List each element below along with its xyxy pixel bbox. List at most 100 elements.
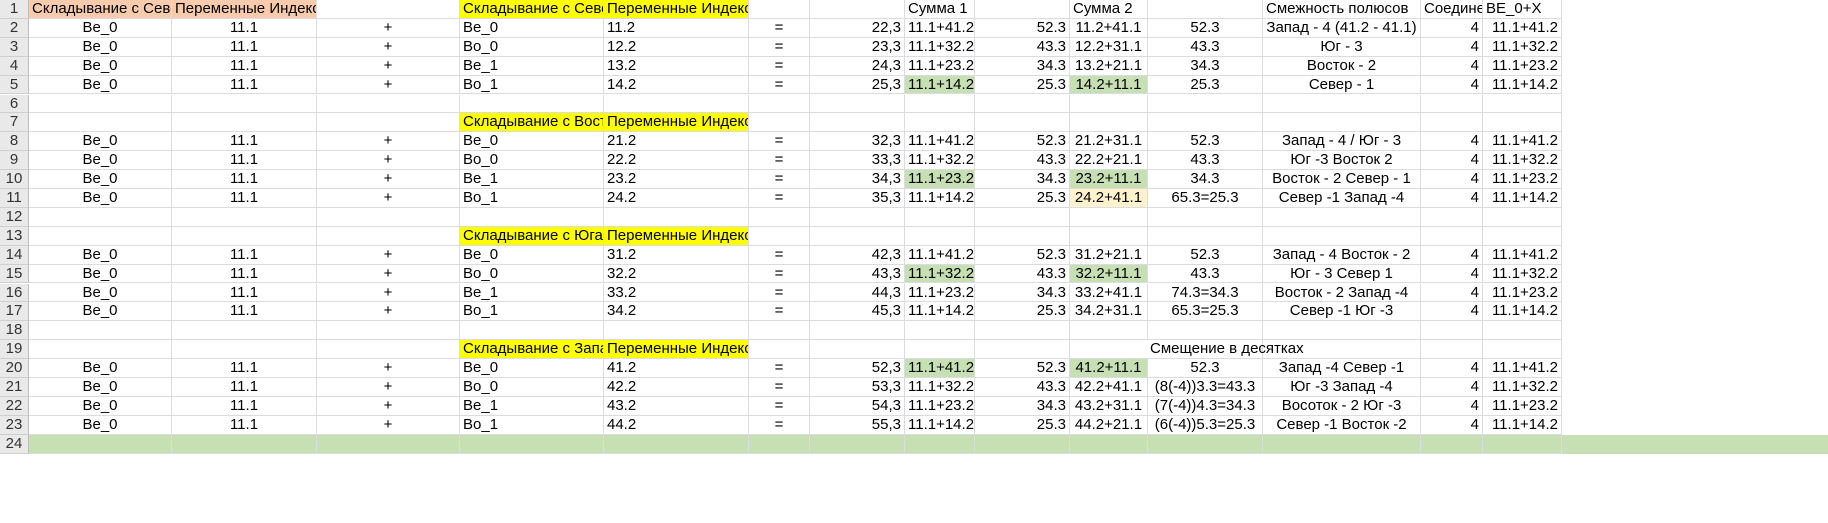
cell-e15[interactable]: 32.2 xyxy=(604,264,749,284)
cell-h17[interactable]: 11.1+14.2 xyxy=(905,302,975,322)
cell-l10[interactable]: Восток - 2 Север - 1 xyxy=(1263,170,1421,189)
cell-e19[interactable]: Переменные Индекс xyxy=(604,340,749,360)
row-number[interactable]: 23 xyxy=(0,415,29,435)
cell-empty[interactable] xyxy=(317,113,460,133)
cell-l15[interactable]: Юг - 3 Север 1 xyxy=(1263,264,1421,284)
cell-l16[interactable]: Восток - 2 Запад -4 xyxy=(1263,283,1421,303)
cell-empty[interactable] xyxy=(604,94,749,114)
cell-i5[interactable]: 25.3 xyxy=(975,75,1070,95)
cell-b22[interactable]: 11.1 xyxy=(172,396,317,416)
cell-empty[interactable] xyxy=(317,207,460,227)
cell-empty[interactable] xyxy=(1421,207,1483,227)
cell-f11[interactable]: = xyxy=(749,189,810,208)
cell-m15[interactable]: 4 xyxy=(1421,264,1483,284)
cell-m5[interactable]: 4 xyxy=(1421,75,1483,95)
cell-b17[interactable]: 11.1 xyxy=(172,302,317,322)
cell-d5[interactable]: Bo_1 xyxy=(460,75,604,95)
cell-a16[interactable]: Be_0 xyxy=(29,283,172,303)
cell-empty[interactable] xyxy=(1263,434,1421,454)
row-number[interactable]: 1 xyxy=(0,0,29,19)
cell-d9[interactable]: Bo_0 xyxy=(460,151,604,171)
cell-f9[interactable]: = xyxy=(749,151,810,171)
cell-j3[interactable]: 12.2+31.1 xyxy=(1070,37,1148,57)
cell-i9[interactable]: 43.3 xyxy=(975,151,1070,171)
cell-i11[interactable]: 25.3 xyxy=(975,189,1070,208)
cell-f10[interactable]: = xyxy=(749,170,810,189)
cell-i23[interactable]: 25.3 xyxy=(975,415,1070,435)
cell-empty[interactable] xyxy=(460,321,604,341)
cell-empty[interactable] xyxy=(29,226,172,246)
row-number[interactable]: 16 xyxy=(0,283,29,303)
cell-e2[interactable]: 11.2 xyxy=(604,18,749,38)
cell-k5[interactable]: 25.3 xyxy=(1148,75,1263,95)
cell-j15[interactable]: 32.2+11.1 xyxy=(1070,264,1148,284)
cell-h5[interactable]: 11.1+14.2 xyxy=(905,75,975,95)
cell-d21[interactable]: Bo_0 xyxy=(460,378,604,397)
cell-empty[interactable] xyxy=(1483,340,1562,360)
cell-b15[interactable]: 11.1 xyxy=(172,264,317,284)
cell-empty[interactable] xyxy=(1421,340,1483,360)
cell-g10[interactable]: 34,3 xyxy=(810,170,905,189)
cell-empty[interactable] xyxy=(1483,113,1562,133)
cell-empty[interactable] xyxy=(29,113,172,133)
cell-c3[interactable]: + xyxy=(317,37,460,57)
cell-e1[interactable]: Переменные Индекс xyxy=(604,0,749,19)
cell-n10[interactable]: 11.1+23.2 xyxy=(1483,170,1562,189)
cell-l5[interactable]: Север - 1 xyxy=(1263,75,1421,95)
cell-h2[interactable]: 11.1+41.2 xyxy=(905,18,975,38)
cell-e7[interactable]: Переменные Индекс xyxy=(604,113,749,133)
cell-g8[interactable]: 32,3 xyxy=(810,132,905,152)
cell-empty[interactable] xyxy=(317,321,460,341)
cell-i2[interactable]: 52.3 xyxy=(975,18,1070,38)
cell-empty[interactable] xyxy=(905,207,975,227)
cell-empty[interactable] xyxy=(905,94,975,114)
cell-m21[interactable]: 4 xyxy=(1421,378,1483,397)
cell-c2[interactable]: + xyxy=(317,18,460,38)
cell-b1[interactable]: Переменные Индекс xyxy=(172,0,317,19)
cell-empty[interactable] xyxy=(1070,113,1148,133)
cell-empty[interactable] xyxy=(975,226,1070,246)
row-number[interactable]: 11 xyxy=(0,189,29,208)
cell-empty[interactable] xyxy=(1148,226,1263,246)
cell-b14[interactable]: 11.1 xyxy=(172,245,317,265)
cell-empty[interactable] xyxy=(1263,207,1421,227)
row-number[interactable]: 19 xyxy=(0,340,29,360)
cell-j19[interactable]: Смещение в десятках xyxy=(1070,340,1304,360)
cell-empty[interactable] xyxy=(1070,321,1148,341)
cell-empty[interactable] xyxy=(810,340,905,360)
cell-empty[interactable] xyxy=(749,226,810,246)
cell-empty[interactable] xyxy=(460,207,604,227)
cell-m11[interactable]: 4 xyxy=(1421,189,1483,208)
cell-empty[interactable] xyxy=(810,207,905,227)
cell-e23[interactable]: 44.2 xyxy=(604,415,749,435)
cell-d4[interactable]: Be_1 xyxy=(460,56,604,76)
cell-h8[interactable]: 11.1+41.2 xyxy=(905,132,975,152)
cell-n14[interactable]: 11.1+41.2 xyxy=(1483,245,1562,265)
cell-f17[interactable]: = xyxy=(749,302,810,322)
cell-empty[interactable] xyxy=(1421,434,1483,454)
cell-empty[interactable] xyxy=(1421,94,1483,114)
cell-i22[interactable]: 34.3 xyxy=(975,396,1070,416)
cell-g5[interactable]: 25,3 xyxy=(810,75,905,95)
cell-k20[interactable]: 52.3 xyxy=(1148,359,1263,378)
cell-c20[interactable]: + xyxy=(317,359,460,378)
cell-e14[interactable]: 31.2 xyxy=(604,245,749,265)
cell-h14[interactable]: 11.1+41.2 xyxy=(905,245,975,265)
cell-empty[interactable] xyxy=(905,434,975,454)
cell-g17[interactable]: 45,3 xyxy=(810,302,905,322)
cell-l4[interactable]: Восток - 2 xyxy=(1263,56,1421,76)
cell-h22[interactable]: 11.1+23.2 xyxy=(905,396,975,416)
cell-a22[interactable]: Be_0 xyxy=(29,396,172,416)
row-number[interactable]: 13 xyxy=(0,226,29,246)
cell-i15[interactable]: 43.3 xyxy=(975,264,1070,284)
cell-empty[interactable] xyxy=(1483,226,1562,246)
cell-empty[interactable] xyxy=(975,94,1070,114)
cell-b11[interactable]: 11.1 xyxy=(172,189,317,208)
cell-a10[interactable]: Be_0 xyxy=(29,170,172,189)
cell-g15[interactable]: 43,3 xyxy=(810,264,905,284)
cell-empty[interactable] xyxy=(975,0,1070,19)
cell-j21[interactable]: 42.2+41.1 xyxy=(1070,378,1148,397)
cell-k2[interactable]: 52.3 xyxy=(1148,18,1263,38)
cell-empty[interactable] xyxy=(749,207,810,227)
cell-a5[interactable]: Be_0 xyxy=(29,75,172,95)
